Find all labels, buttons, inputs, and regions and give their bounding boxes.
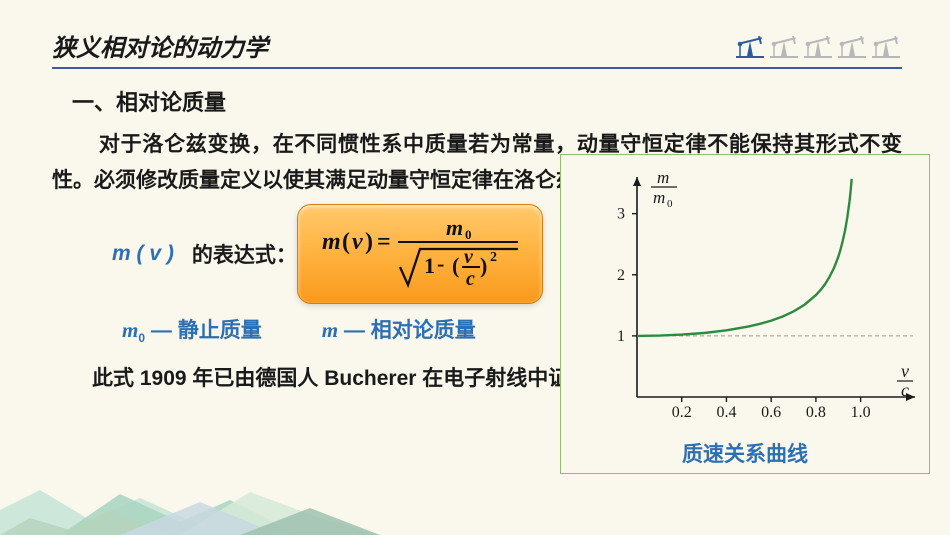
svg-text:1: 1 xyxy=(617,328,625,345)
svg-text:1.0: 1.0 xyxy=(851,404,871,421)
formula-num-m: m xyxy=(446,215,463,240)
svg-text:m: m xyxy=(653,188,665,207)
svg-text:0.6: 0.6 xyxy=(761,404,781,421)
formula-rparen: ) xyxy=(365,229,373,255)
formula-c: c xyxy=(466,268,475,290)
mass-formula: m ( v ) = m 0 1 - ( v xyxy=(320,215,520,291)
expression-label-suffix: 的表达式： xyxy=(192,239,297,269)
svg-text:3: 3 xyxy=(617,206,625,223)
def-m0-var: m xyxy=(122,318,138,342)
title-row: 狭义相对论的动力学 xyxy=(52,28,902,69)
mass-velocity-chart: 0.20.40.60.81.0123mm0vc xyxy=(567,163,923,433)
def-rel-mass: m — 相对论质量 xyxy=(322,314,476,345)
formula-box: m ( v ) = m 0 1 - ( v xyxy=(297,204,543,304)
section-heading: 一、相对论质量 xyxy=(72,85,902,117)
formula-v: v xyxy=(464,246,474,268)
pump-jack-icon xyxy=(870,33,902,59)
def-m-dash: — xyxy=(338,319,371,342)
svg-text:0.8: 0.8 xyxy=(806,404,826,421)
def-m0-text: 静止质量 xyxy=(178,319,262,342)
svg-text:0.2: 0.2 xyxy=(672,404,692,421)
formula-rp2: ) xyxy=(480,253,487,278)
formula-equals: = xyxy=(377,229,391,255)
expression-var: m ( v ) xyxy=(112,242,174,265)
svg-text:v: v xyxy=(901,361,909,381)
svg-text:0.4: 0.4 xyxy=(716,404,736,421)
formula-one: 1 xyxy=(424,253,435,278)
svg-text:c: c xyxy=(901,380,909,400)
pump-icons xyxy=(734,33,902,59)
expression-label: m ( v ) xyxy=(112,242,174,266)
pump-jack-icon xyxy=(836,33,868,59)
pump-jack-icon xyxy=(734,33,766,59)
svg-text:0: 0 xyxy=(667,198,673,210)
slide: 狭义相对论的动力学 xyxy=(0,0,950,535)
formula-num-sub: 0 xyxy=(465,227,472,242)
def-m-text: 相对论质量 xyxy=(371,319,476,342)
def-m-var: m xyxy=(322,318,338,342)
formula-lp2: ( xyxy=(452,253,459,278)
def-rest-mass: m0 — 静止质量 xyxy=(122,314,262,345)
def-m0-dash: — xyxy=(145,319,178,342)
formula-minus: - xyxy=(437,251,444,276)
pump-jack-icon xyxy=(802,33,834,59)
svg-text:2: 2 xyxy=(617,267,625,284)
pump-jack-icon xyxy=(768,33,800,59)
decorative-mountains xyxy=(0,480,950,535)
chart-panel: 0.20.40.60.81.0123mm0vc 质速关系曲线 xyxy=(560,154,930,474)
formula-exp: 2 xyxy=(490,250,497,265)
chart-caption: 质速关系曲线 xyxy=(567,438,923,468)
svg-text:m: m xyxy=(657,168,669,187)
page-title: 狭义相对论的动力学 xyxy=(52,28,268,63)
formula-lhs-m: m xyxy=(322,229,341,255)
formula-lhs-v: v xyxy=(352,229,363,255)
formula-lparen: ( xyxy=(342,229,350,255)
